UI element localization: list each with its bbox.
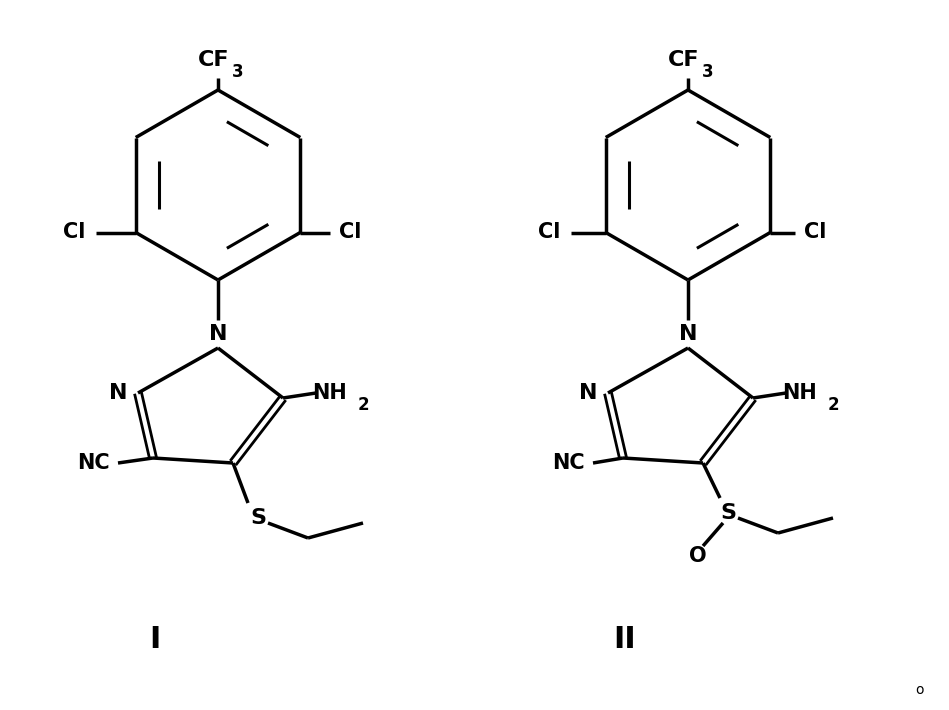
Text: I: I [149, 626, 160, 655]
Text: N: N [679, 324, 698, 344]
Text: CF: CF [198, 50, 230, 70]
Text: NH: NH [783, 383, 817, 403]
Text: N: N [209, 324, 227, 344]
Text: 3: 3 [702, 63, 714, 81]
Text: Cl: Cl [63, 222, 84, 243]
Text: Cl: Cl [804, 222, 827, 243]
Text: Cl: Cl [339, 222, 362, 243]
Text: NH: NH [312, 383, 347, 403]
Text: N: N [109, 383, 127, 403]
Text: S: S [250, 508, 266, 528]
Text: NC: NC [77, 453, 109, 473]
Text: 2: 2 [828, 396, 840, 414]
Text: o: o [916, 683, 924, 697]
Text: Cl: Cl [537, 222, 560, 243]
Text: NC: NC [551, 453, 585, 473]
Text: S: S [720, 503, 736, 523]
Text: 3: 3 [232, 63, 244, 81]
Text: N: N [579, 383, 597, 403]
Text: O: O [689, 546, 707, 566]
Text: 2: 2 [358, 396, 369, 414]
Text: II: II [614, 626, 637, 655]
Text: CF: CF [668, 50, 699, 70]
